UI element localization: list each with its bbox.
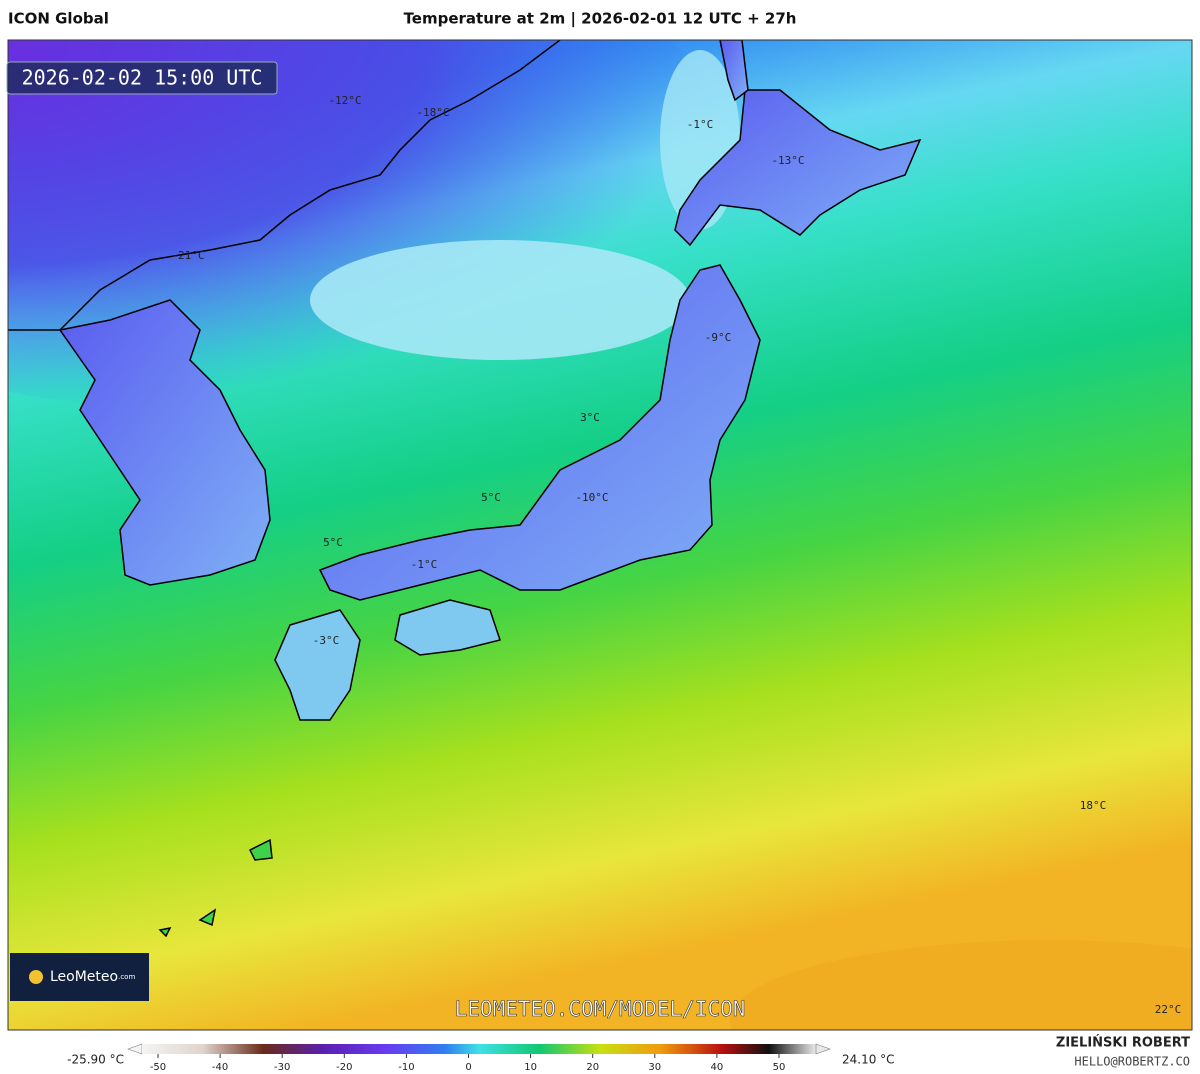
isotherm-label: -9°C <box>705 331 732 344</box>
isotherm-labels: -12°C -18°C -1°C -13°C -21°C -9°C 3°C 5°C -10°C 5… <box>171 94 1181 1016</box>
logo-sun <box>29 970 43 984</box>
colorbar-end <box>815 1043 831 1055</box>
isotherm-label: -18°C <box>416 106 449 119</box>
sakhalin <box>719 40 749 102</box>
shikoku <box>394 599 501 656</box>
hokkaido <box>674 89 922 247</box>
colorbar-tick-label: -30 <box>274 1062 290 1073</box>
colorbar-end <box>127 1043 143 1055</box>
colorbar-tick-label: 30 <box>648 1062 661 1073</box>
isotherm-label: 18°C <box>1080 799 1107 812</box>
isotherm-label: -3°C <box>313 634 340 647</box>
isotherm-label: 22°C <box>1155 1003 1182 1016</box>
colorbar-tick-label: 40 <box>711 1062 724 1073</box>
logo-suffix: .com <box>118 973 135 981</box>
colorbar-tick-label: 50 <box>773 1062 786 1073</box>
warm-zone <box>730 940 1192 1030</box>
logo-name: LeoMeteo <box>50 969 118 985</box>
cool-sea-zone <box>310 240 690 360</box>
map-title: Temperature at 2m | 2026-02-01 12 UTC + … <box>404 10 797 29</box>
colorbar-tick-label: 0 <box>465 1062 471 1073</box>
colorbar-tick-label: -50 <box>150 1062 166 1073</box>
valid-time: 2026-02-02 15:00 UTC <box>22 66 263 90</box>
watermark: LEOMETEO.COM/MODEL/ICON <box>455 997 746 1021</box>
isotherm-label: 3°C <box>580 411 600 424</box>
isotherm-label: 5°C <box>481 491 501 504</box>
colorbar-tick-label: -10 <box>398 1062 414 1073</box>
isotherm-label: -13°C <box>771 154 804 167</box>
author: ZIELIŃSKI ROBERT <box>1056 1035 1190 1051</box>
isotherm-label: -12°C <box>328 94 361 107</box>
isotherm-label: -1°C <box>411 558 438 571</box>
map-frame <box>7 39 1193 1031</box>
colorbar <box>142 1044 816 1054</box>
colorbar-tick-label: 10 <box>524 1062 537 1073</box>
email: HELLO@ROBERTZ.CO <box>1074 1055 1190 1069</box>
korea <box>58 299 271 586</box>
logo-text: LeoMeteo.com <box>50 969 135 985</box>
isotherm-label: -21°C <box>171 249 204 262</box>
legend-max: 24.10 °C <box>842 1053 895 1067</box>
time-badge <box>6 61 278 95</box>
isotherm-label: -10°C <box>575 491 608 504</box>
honshu <box>318 264 761 601</box>
legend-min: -25.90 °C <box>67 1053 124 1067</box>
coastline <box>8 40 561 331</box>
kyushu <box>274 609 361 721</box>
islands <box>158 838 273 938</box>
colorbar-tick-label: 20 <box>586 1062 599 1073</box>
isotherm-label: -1°C <box>687 118 714 131</box>
colorbar-tick-label: -20 <box>336 1062 352 1073</box>
isotherm-label: 5°C <box>323 536 343 549</box>
model-name: ICON Global <box>8 10 109 28</box>
colorbar-ticks: -50 -40 -30 -20 -10 0 10 20 30 40 50 <box>150 1054 786 1073</box>
colorbar-tick-label: -40 <box>212 1062 228 1073</box>
